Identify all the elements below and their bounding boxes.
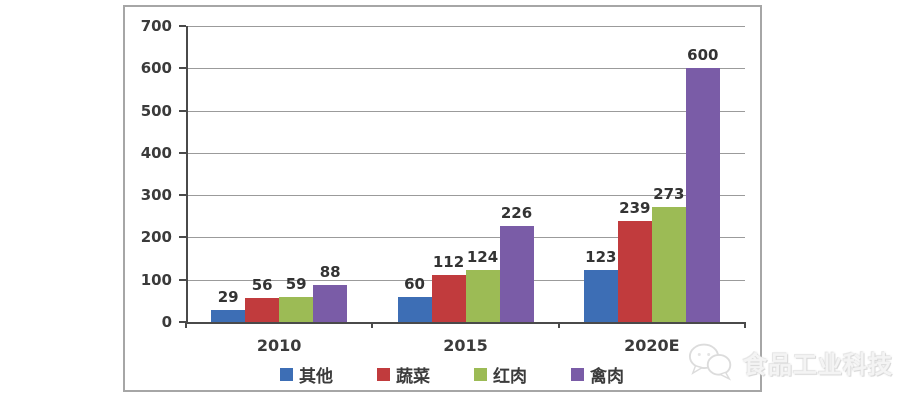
bar-value-label: 29 <box>217 287 239 306</box>
y-axis-label: 300 <box>140 186 172 205</box>
bar-value-label: 60 <box>404 274 425 293</box>
x-category-label: 2010 <box>256 336 302 355</box>
x-category-label: 2015 <box>443 336 488 355</box>
bar-value-label: 600 <box>687 46 719 65</box>
y-axis-tick <box>179 109 186 112</box>
y-axis-label: 100 <box>140 270 172 289</box>
bar-红肉-2010 <box>279 297 314 322</box>
chart-container <box>123 5 762 392</box>
legend-item-蔬菜: 蔬菜 <box>377 362 430 387</box>
y-axis-tick <box>179 67 186 70</box>
bar-蔬菜-2010 <box>245 298 280 322</box>
bar-蔬菜-2020E <box>617 220 652 322</box>
y-axis-label: 500 <box>140 101 172 120</box>
legend-label: 红肉 <box>493 367 527 387</box>
y-axis-tick <box>179 236 186 239</box>
x-axis-tick <box>557 322 560 328</box>
y-axis-label: 400 <box>140 143 172 162</box>
x-axis-tick <box>744 322 746 328</box>
legend-swatch <box>474 368 487 381</box>
y-axis-label: 0 <box>161 313 172 331</box>
bar-红肉-2020E <box>651 206 686 322</box>
legend-label: 蔬菜 <box>396 367 430 387</box>
bar-value-label: 123 <box>585 247 617 266</box>
bar-禽肉-2015 <box>499 226 534 322</box>
y-axis-tick <box>179 278 186 281</box>
y-gridline <box>186 152 745 154</box>
bar-value-label: 239 <box>619 198 651 217</box>
bar-value-label: 59 <box>285 275 307 294</box>
chart-legend: 其他 蔬菜 红肉 禽肉 <box>280 362 624 387</box>
bar-其他-2020E <box>583 269 618 322</box>
y-axis-label: 700 <box>140 17 172 35</box>
bar-其他-2015 <box>397 296 432 322</box>
y-axis-tick <box>179 194 186 197</box>
legend-label: 其他 <box>299 367 333 387</box>
y-gridline <box>186 110 745 112</box>
legend-item-禽肉: 禽肉 <box>571 362 624 387</box>
x-axis-tick <box>371 322 374 328</box>
x-axis-tick <box>185 322 187 328</box>
bar-禽肉-2010 <box>313 284 348 322</box>
bar-value-label: 273 <box>653 184 685 203</box>
bar-value-label: 124 <box>466 247 499 266</box>
legend-swatch <box>571 368 584 381</box>
y-gridline <box>186 68 745 70</box>
legend-swatch <box>280 368 293 381</box>
legend-swatch <box>377 368 390 381</box>
y-axis-label: 600 <box>140 59 172 78</box>
y-gridline <box>186 237 745 239</box>
y-axis-tick <box>179 25 186 27</box>
y-axis-label: 200 <box>140 228 172 247</box>
legend-item-红肉: 红肉 <box>474 362 527 387</box>
bar-禽肉-2020E <box>685 68 720 322</box>
legend-label: 禽肉 <box>590 367 624 387</box>
bar-红肉-2015 <box>465 269 500 322</box>
y-gridline <box>186 26 745 27</box>
legend-item-其他: 其他 <box>280 362 333 387</box>
bar-value-label: 226 <box>500 204 533 223</box>
bar-value-label: 88 <box>319 262 341 281</box>
y-axis <box>186 26 188 322</box>
y-axis-tick <box>179 321 186 323</box>
x-axis <box>186 322 745 324</box>
bar-value-label: 112 <box>432 252 465 271</box>
x-category-label: 2020E <box>624 336 680 355</box>
bar-蔬菜-2015 <box>431 274 466 322</box>
watermark-text: 食品工业科技 <box>743 350 893 379</box>
bar-其他-2010 <box>211 309 246 322</box>
y-gridline <box>186 195 745 197</box>
bar-value-label: 56 <box>251 276 273 295</box>
y-axis-tick <box>179 151 186 154</box>
